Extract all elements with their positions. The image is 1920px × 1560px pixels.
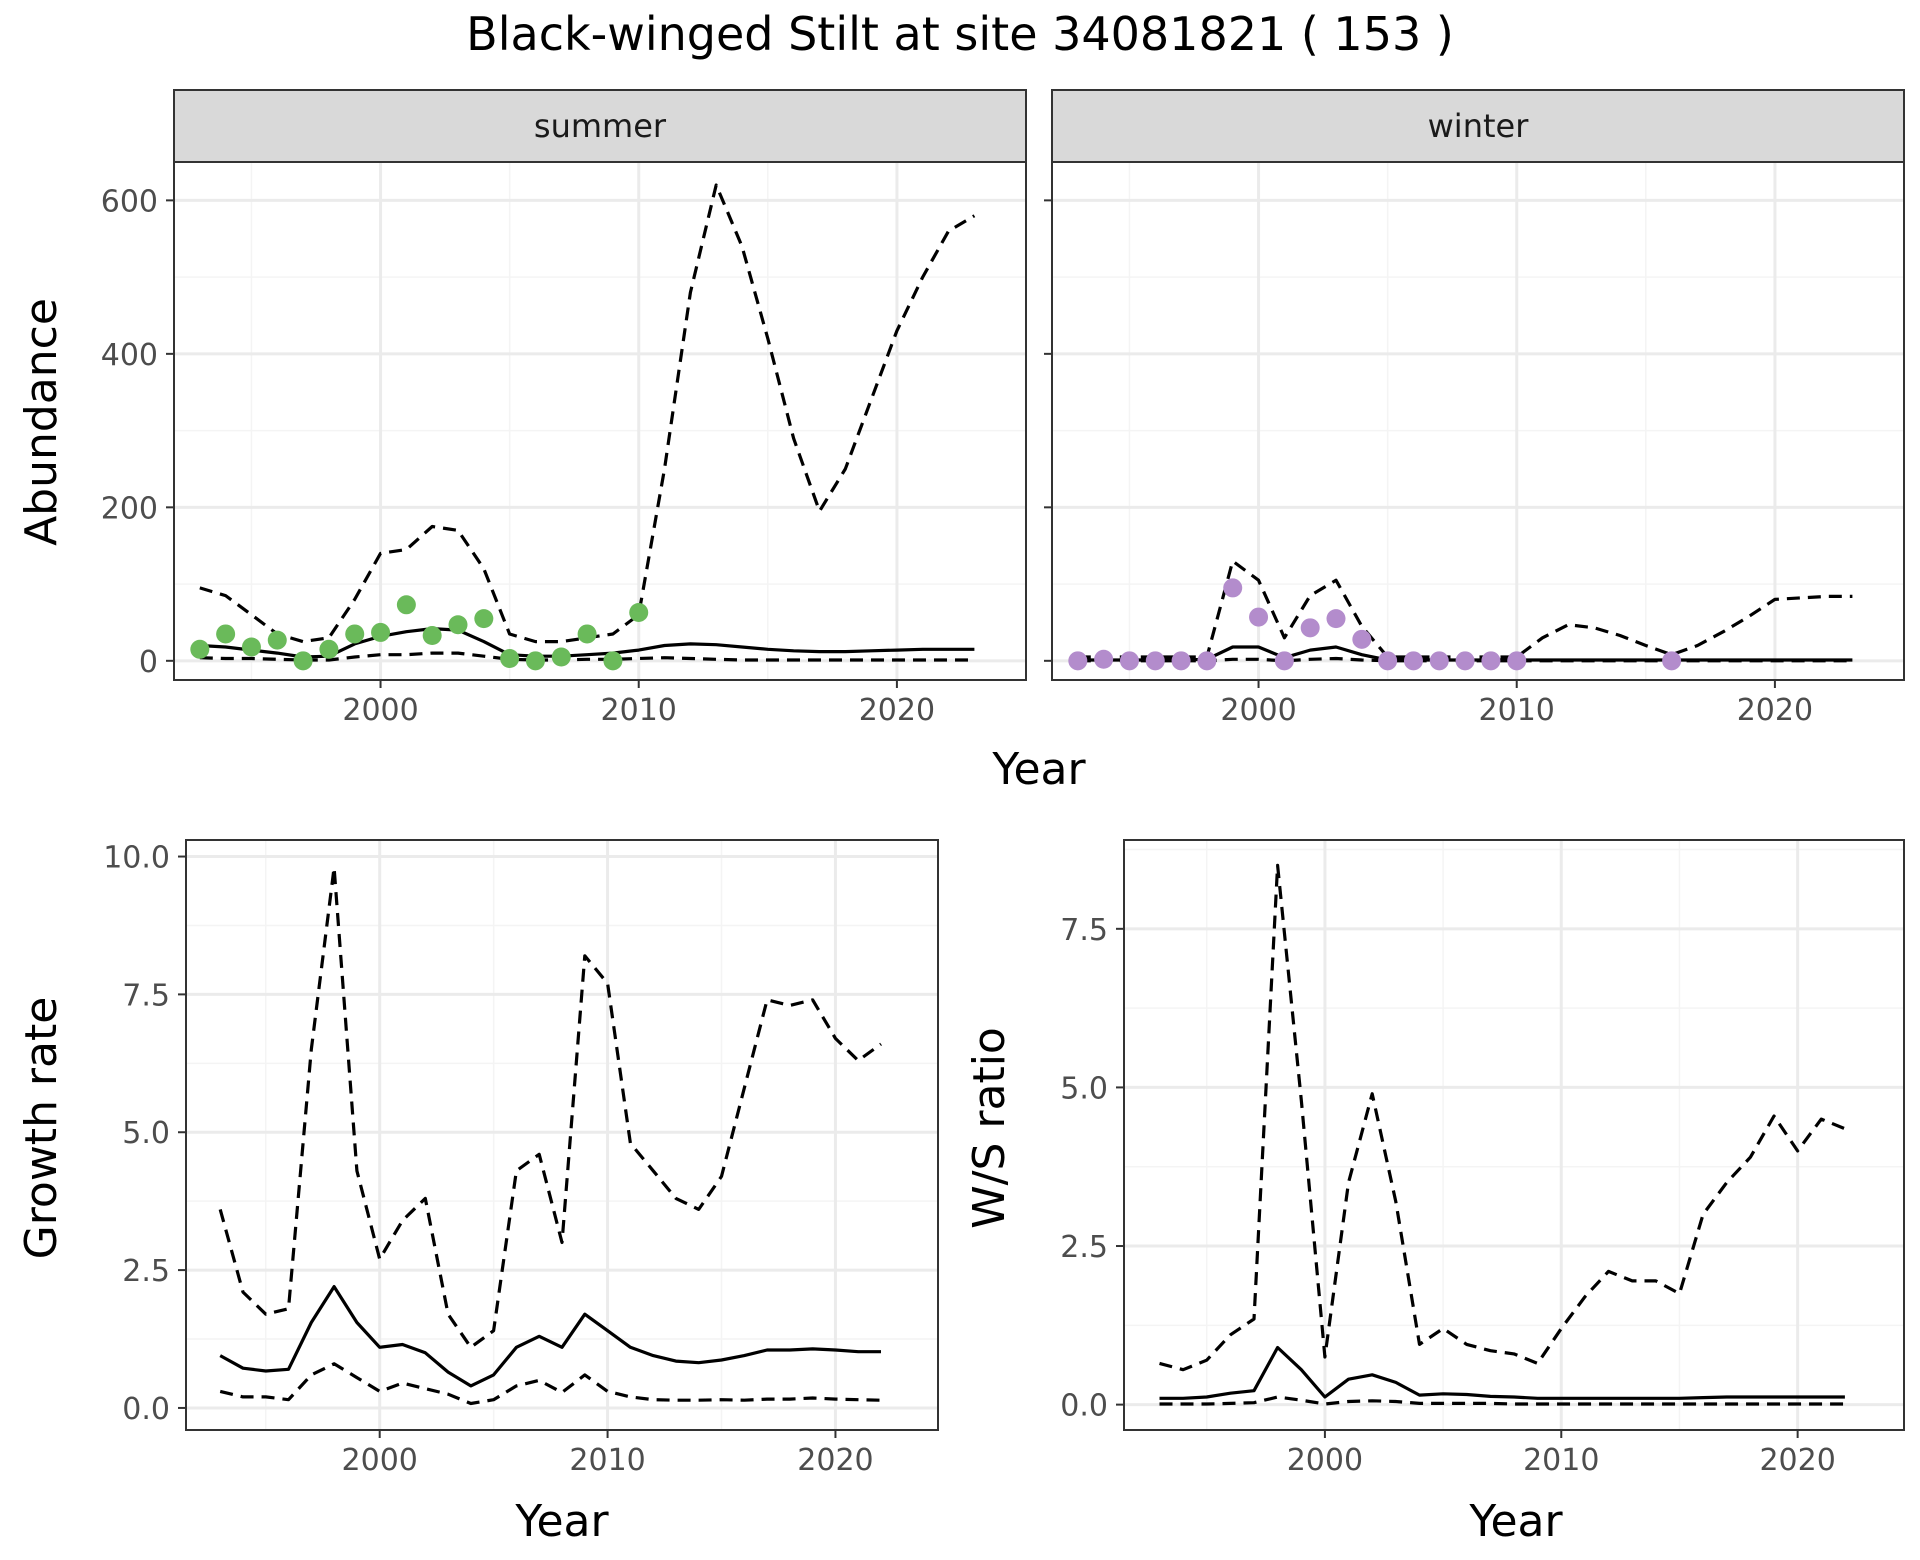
plot-border xyxy=(185,839,939,1431)
y-tick-label: 0.0 xyxy=(1060,1389,1108,1424)
panel-border xyxy=(173,161,1027,681)
y-tick-label: 2.5 xyxy=(122,1254,170,1289)
series-line-upper xyxy=(1077,559,1853,659)
y-axis-title-abundance: Abundance xyxy=(16,298,67,546)
data-point xyxy=(1481,651,1501,671)
series-line-upper xyxy=(218,865,882,1349)
x-tick-label: 2010 xyxy=(569,1443,645,1478)
x-tick-label: 2000 xyxy=(1287,1443,1363,1478)
data-point xyxy=(1326,609,1346,629)
y-tick-label: 5.0 xyxy=(1060,1071,1108,1106)
y-tick-label: 5.0 xyxy=(122,1116,170,1151)
x-tick-label: 2010 xyxy=(1523,1443,1599,1478)
x-axis-title-abundance: Year xyxy=(991,744,1086,795)
y-tick-label: 7.5 xyxy=(1060,913,1108,948)
x-tick-label: 2020 xyxy=(797,1443,873,1478)
series-line-lower xyxy=(1159,1395,1845,1406)
y-axis-title-growth-rate: Growth rate xyxy=(16,997,67,1260)
data-point xyxy=(1378,651,1398,671)
plot-area-winter: 2000 2010 2020 xyxy=(1044,161,1905,728)
series-line-median xyxy=(1159,1345,1845,1400)
data-point xyxy=(551,647,571,667)
data-point xyxy=(216,624,236,644)
data-point xyxy=(1197,651,1217,671)
data-point xyxy=(396,595,416,615)
data-point xyxy=(603,651,623,671)
data-point xyxy=(345,624,365,644)
data-point xyxy=(371,622,391,642)
data-point xyxy=(1094,649,1114,669)
series-line-median xyxy=(219,1284,881,1388)
panel-abundance-winter: winter 2000 2010 2020 xyxy=(1044,89,1905,728)
data-point xyxy=(525,651,545,671)
data-point xyxy=(1145,651,1165,671)
plot-area-ws-ratio: 2000 2010 2020 0.0 2.5 5.0 7.5 xyxy=(1060,839,1905,1478)
y-tick-label: 2.5 xyxy=(1060,1230,1108,1265)
data-point xyxy=(1352,629,1372,649)
data-point xyxy=(241,637,261,657)
data-point xyxy=(1223,578,1243,598)
y-tick-label: 0.0 xyxy=(122,1392,170,1427)
data-point xyxy=(1403,651,1423,671)
y-tick-label: 400 xyxy=(101,338,158,373)
data-point xyxy=(448,615,468,635)
data-point xyxy=(267,630,287,650)
data-point xyxy=(293,651,313,671)
data-point xyxy=(1507,651,1527,671)
data-point xyxy=(1300,618,1320,638)
y-tick-label: 10.0 xyxy=(103,841,170,876)
y-tick-label: 600 xyxy=(101,184,158,219)
data-point xyxy=(577,624,597,644)
data-point xyxy=(474,609,494,629)
data-point xyxy=(1429,651,1449,671)
panel-ws-ratio: 2000 2010 2020 0.0 2.5 5.0 7.5 xyxy=(1060,839,1905,1478)
strip-label-summer: summer xyxy=(534,107,667,145)
plot-area-summer: 2000 2010 2020 0 200 400 600 xyxy=(101,161,1027,728)
y-tick-label: 200 xyxy=(101,491,158,526)
x-tick-label: 2000 xyxy=(342,693,418,728)
data-point xyxy=(422,625,442,645)
series-line-lower xyxy=(219,1362,882,1406)
data-point xyxy=(629,602,649,622)
data-point xyxy=(1455,651,1475,671)
x-tick-label: 2020 xyxy=(1737,693,1813,728)
y-tick-label: 7.5 xyxy=(122,978,170,1013)
x-tick-label: 2010 xyxy=(601,693,677,728)
strip-winter xyxy=(1051,89,1905,163)
data-point xyxy=(500,649,520,669)
x-tick-label: 2000 xyxy=(1220,693,1296,728)
data-point xyxy=(1171,651,1191,671)
data-point xyxy=(190,639,210,659)
plot-area-growth-rate: 2000 2010 2020 0.0 2.5 5.0 7.5 10.0 xyxy=(103,839,939,1478)
series-line-lower xyxy=(199,651,975,662)
x-tick-label: 2000 xyxy=(342,1443,418,1478)
panel-border xyxy=(1051,161,1905,681)
data-point xyxy=(1119,651,1139,671)
chart-title: Black-winged Stilt at site 34081821 ( 15… xyxy=(466,7,1454,61)
panel-abundance-summer: summer 2000 2010 2020 0 200 400 600 xyxy=(101,89,1027,728)
x-tick-label: 2020 xyxy=(1759,1443,1835,1478)
strip-summer xyxy=(173,89,1027,163)
data-point xyxy=(1662,651,1682,671)
data-point xyxy=(1274,651,1294,671)
series-line-upper xyxy=(199,183,976,644)
y-axis-title-ws-ratio: W/S ratio xyxy=(964,1027,1015,1229)
x-tick-label: 2020 xyxy=(859,693,935,728)
x-axis-title-ws-ratio: Year xyxy=(1468,1496,1563,1547)
panel-growth-rate: 2000 2010 2020 0.0 2.5 5.0 7.5 10.0 xyxy=(103,839,939,1478)
strip-label-winter: winter xyxy=(1428,107,1530,145)
series-line-upper xyxy=(1159,863,1846,1372)
x-tick-label: 2010 xyxy=(1479,693,1555,728)
plot-border xyxy=(1123,839,1905,1431)
data-point xyxy=(1249,607,1269,627)
x-axis-title-growth-rate: Year xyxy=(514,1496,609,1547)
data-point xyxy=(1068,651,1088,671)
data-point xyxy=(319,639,339,659)
y-tick-label: 0 xyxy=(139,645,158,680)
